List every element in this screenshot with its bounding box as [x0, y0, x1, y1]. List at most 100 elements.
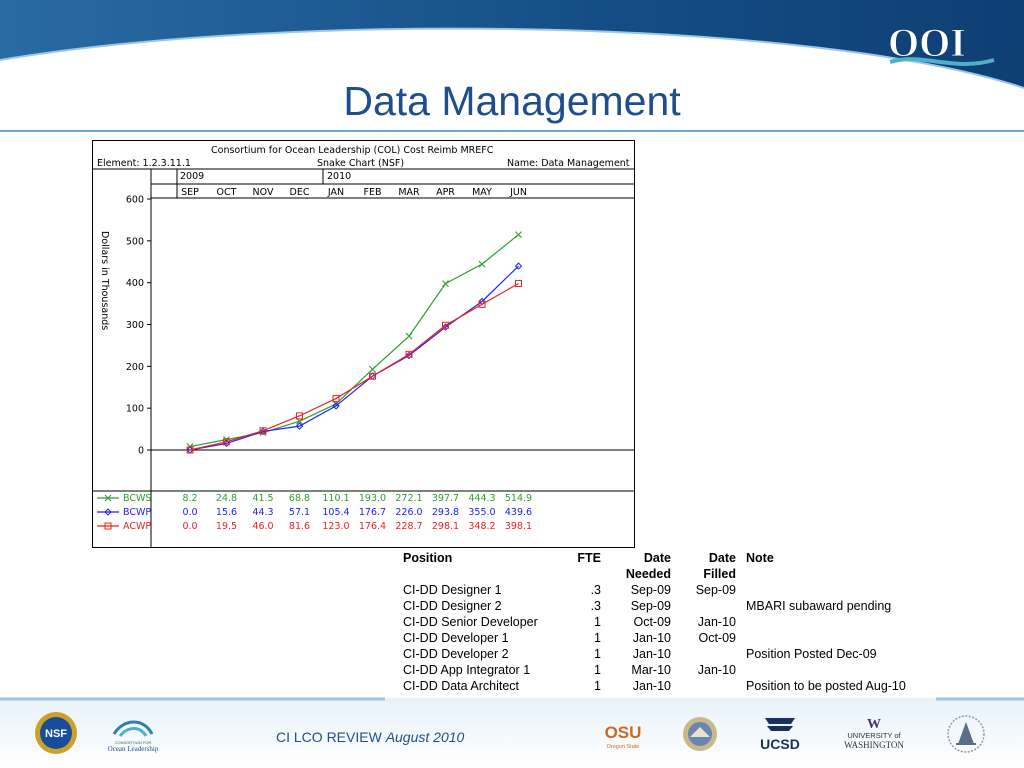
cell-fte: .3	[590, 599, 601, 613]
nsf-logo-text: NSF	[45, 728, 67, 740]
cell-fte: 1	[594, 615, 601, 629]
data-label-bcwp: 15.6	[216, 507, 237, 518]
data-label-bcwp: 0.0	[182, 507, 197, 518]
data-label-bcwp: 176.7	[359, 507, 386, 518]
table-row: CI-DD Designer 2 .3 Sep-09 MBARI subawar…	[398, 598, 911, 614]
cell-note: MBARI subaward pending	[746, 599, 892, 613]
data-label-bcwp: 226.0	[395, 507, 422, 518]
data-label-bcws: 110.1	[322, 493, 349, 504]
x-tick-label: SEP	[181, 187, 199, 198]
cell-date-needed: Jan-10	[632, 631, 671, 645]
cell-date-needed: Jan-10	[632, 679, 671, 693]
data-point-bcwp	[514, 262, 523, 270]
data-label-acwp: 0.0	[182, 521, 197, 532]
cell-position: CI-DD Data Architect	[403, 679, 520, 693]
cell-fte: 1	[594, 647, 601, 661]
cell-position: CI-DD Developer 2	[403, 647, 509, 661]
header-date-needed: Date Needed	[606, 550, 676, 582]
header-position: Position	[403, 551, 453, 565]
y-tick-label: 500	[126, 236, 144, 247]
header-date-filled: Date Filled	[676, 550, 741, 582]
uw-logo: W UNIVERSITY of WASHINGTON	[844, 717, 904, 750]
header-date-filled-line1: Date	[708, 551, 736, 565]
cell-date-needed: Sep-09	[630, 599, 671, 613]
legend-label-bcws: BCWS	[123, 493, 151, 504]
data-label-bcwp: 57.1	[289, 507, 310, 518]
data-label-acwp: 19.5	[216, 521, 237, 532]
cell-fte: .3	[590, 583, 601, 597]
chart-panel: Consortium for Ocean Leadership (COL) Co…	[92, 140, 635, 548]
cell-date-filled: Jan-10	[697, 663, 736, 677]
uw-logo-line2: WASHINGTON	[844, 740, 904, 750]
cell-date-filled: Sep-09	[695, 583, 736, 597]
data-point-acwp	[296, 412, 303, 420]
data-point-bcwp	[441, 323, 450, 331]
seal-logo	[683, 717, 717, 751]
data-label-acwp: 81.6	[289, 521, 310, 532]
data-point-acwp	[259, 427, 267, 435]
cell-date-filled	[676, 646, 741, 662]
y-axis-label: Dollars in Thousands	[99, 231, 110, 330]
data-point-acwp	[478, 300, 486, 308]
snake-chart: 0 100 200 300 400 500 600 Dollars in Thousands S…	[93, 168, 634, 547]
y-tick-label: 0	[138, 446, 144, 457]
data-label-bcwp: 439.6	[505, 507, 532, 518]
data-label-bcws: 444.3	[468, 493, 495, 504]
cell-position: CI-DD Developer 1	[403, 631, 509, 645]
data-point-acwp	[442, 321, 449, 329]
legend-label-acwp: ACWP	[123, 521, 151, 532]
table-row: CI-DD Designer 1 .3 Sep-09 Sep-09	[398, 582, 911, 598]
cell-position: CI-DD App Integrator 1	[403, 663, 531, 677]
data-label-acwp: 123.0	[322, 521, 349, 532]
data-label-bcwp: 44.3	[252, 507, 273, 518]
header-date-needed-line2: Needed	[625, 567, 671, 581]
footer-band	[0, 697, 1024, 768]
cell-date-filled: Oct-09	[698, 631, 736, 645]
footer-text: CI LCO REVIEW August 2010	[276, 729, 464, 745]
cell-position: CI-DD Senior Developer	[403, 615, 538, 629]
col-logo-line2: Ocean Leadership	[108, 745, 159, 753]
table-row: CI-DD Developer 2 1 Jan-10 Position Post…	[398, 646, 911, 662]
data-label-bcws: 514.9	[505, 493, 532, 504]
cell-note	[741, 614, 911, 630]
data-label-bcwp: 293.8	[432, 507, 459, 518]
positions-table: Position FTE Date Needed Date Filled Note …	[398, 550, 911, 694]
x-tick-label: OCT	[217, 187, 237, 198]
data-point-bcws	[515, 231, 522, 238]
cell-note: Position to be posted Aug-10	[746, 679, 906, 693]
data-label-acwp: 46.0	[252, 521, 273, 532]
table-header-row: Position FTE Date Needed Date Filled Note	[398, 550, 911, 582]
data-point-acwp	[332, 395, 340, 403]
table-row: CI-DD App Integrator 1 1 Mar-10 Jan-10	[398, 662, 911, 678]
data-label-bcws: 397.7	[432, 493, 459, 504]
data-label-bcwp: 105.4	[322, 507, 349, 518]
data-point-acwp	[223, 438, 230, 446]
data-point-acwp	[186, 446, 194, 454]
legend-marker-bcwp	[104, 508, 112, 516]
col-logo-line1: CONSORTIUM FOR	[115, 740, 152, 745]
data-label-bcwp: 355.0	[468, 507, 495, 518]
osu-logo-sub: Oregon State	[607, 744, 640, 750]
cell-date-needed: Jan-10	[632, 647, 671, 661]
data-label-acwp: 176.4	[359, 521, 386, 532]
legend-marker-acwp	[104, 522, 112, 530]
cell-date-filled	[676, 598, 741, 614]
whoi-logo	[947, 715, 985, 753]
x-tick-label: JUN	[509, 187, 527, 198]
x-tick-label: NOV	[253, 187, 274, 198]
data-label-bcws: 41.5	[252, 493, 273, 504]
data-label-acwp: 298.1	[432, 521, 459, 532]
header-note: Note	[746, 551, 774, 565]
cell-position: CI-DD Designer 1	[403, 583, 502, 597]
data-point-bcwp	[332, 402, 340, 410]
chart-name-label: Name: Data Management	[507, 158, 630, 169]
uw-logo-mark: W	[867, 717, 881, 732]
cell-date-needed: Sep-09	[630, 583, 671, 597]
cell-date-needed: Mar-10	[631, 663, 671, 677]
chart-header-line1: Consortium for Ocean Leadership (COL) Co…	[211, 145, 494, 156]
footer-date: August 2010	[385, 729, 465, 745]
data-point-bcws	[405, 332, 413, 340]
data-label-bcws: 68.8	[289, 493, 310, 504]
data-point-bcws	[369, 365, 376, 373]
ooi-logo: OOI	[888, 20, 995, 66]
